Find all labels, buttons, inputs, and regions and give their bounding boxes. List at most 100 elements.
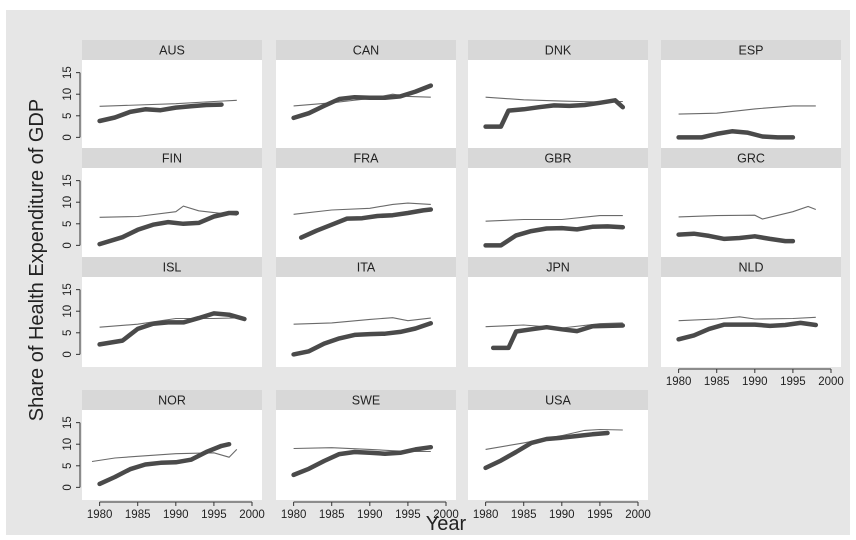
series-line-thick [483,224,626,248]
x-tick-label: 1985 [125,509,151,521]
x-tick-label: 1985 [704,376,730,388]
series-line-thick [676,320,819,342]
panel-jpn: JPN [468,257,648,367]
series-line-thin [99,317,245,328]
panel-body [82,410,262,500]
panel-title: DNK [545,44,572,58]
x-axis: 1980 1985 1990 1995 2000 [87,501,265,521]
y-tick-label: 5 [62,221,74,227]
x-tick-label: 1980 [87,509,113,521]
y-axis-title: Share of Health Expenditure of GDP [26,99,48,421]
series-line-thick [97,102,224,124]
x-axis: 1980 1985 1990 1995 2000 [473,501,651,521]
y-tick-label: 10 [62,438,74,451]
x-tick-label: 1990 [163,509,189,521]
panel-title: ITA [357,261,376,275]
x-tick-label: 2000 [625,509,651,521]
panel-header [276,390,456,410]
panel-title: USA [545,394,571,408]
panel-body [661,277,841,367]
series-line-thin [678,316,816,322]
panel-grc: GRC [661,148,841,258]
x-tick-label: 1990 [549,509,575,521]
series-line-thick [298,207,434,240]
series-line-thick [676,129,796,140]
panel-header [468,40,648,60]
panel-nld: NLD 1980 1985 1990 1995 2000 [661,257,844,388]
y-tick-label: 5 [62,330,74,336]
x-tick-label: 1980 [666,376,692,388]
panel-header [468,148,648,168]
y-tick-label: 15 [62,283,74,296]
panel-header [276,257,456,277]
panel-title: NLD [738,261,763,275]
series-line-thick [97,311,247,347]
series-line-thick [97,210,240,247]
x-axis: 1980 1985 1990 1995 2000 [666,368,844,388]
panel-header [82,148,262,168]
series-line-thick [483,430,610,471]
series-line-thin [99,205,237,218]
panel-title: ESP [738,44,763,58]
panel-title: JPN [546,261,570,275]
y-tick-label: 5 [62,113,74,119]
x-axis-title: Year [426,513,467,535]
panel-title: NOR [158,394,186,408]
panel-body [468,410,648,500]
panel-title: GBR [544,152,571,166]
panel-body [468,168,648,258]
panel-aus: AUS 0 5 10 15 [62,40,262,150]
series-line-thick [97,441,232,487]
panel-header [82,257,262,277]
panel-esp: ESP [661,40,841,150]
panel-header [661,257,841,277]
panel-header [276,148,456,168]
y-axis: 0 5 10 15 [62,174,81,249]
series-line-thin [293,202,431,215]
panel-body [661,168,841,258]
panel-usa: USA 1980 1985 1990 1995 2000 [468,390,651,521]
panel-header [82,40,262,60]
panel-header [468,390,648,410]
x-tick-label: 1980 [473,509,499,521]
series-line-thick [490,323,626,351]
panel-title: FIN [162,152,182,166]
panel-header [661,148,841,168]
panel-title: GRC [737,152,765,166]
x-tick-label: 1995 [395,509,421,521]
panel-body [82,60,262,150]
panel-dnk: DNK [468,40,648,150]
panel-nor: NOR 0 5 10 15 1980 1985 1990 1995 2000 [62,390,265,521]
panel-title: SWE [352,394,380,408]
x-tick-label: 2000 [433,509,459,521]
x-tick-label: 2000 [818,376,844,388]
panel-header [468,257,648,277]
x-tick-label: 1990 [357,509,383,521]
panel-header [82,390,262,410]
panel-header [661,40,841,60]
series-line-thin [485,215,623,222]
panels-group: AUS 0 5 10 15 CAN DNK ESP FIN 0 5 10 15 FRA GBR GRC ISL 0… [62,40,844,521]
y-tick-label: 0 [62,351,74,357]
y-tick-label: 0 [62,134,74,140]
y-tick-label: 15 [62,416,74,429]
x-tick-label: 1980 [281,509,307,521]
x-tick-label: 1995 [587,509,613,521]
series-line-thin [678,205,816,220]
y-tick-label: 5 [62,463,74,469]
panel-fin: FIN 0 5 10 15 [62,148,262,258]
series-line-thick [291,321,434,357]
series-line-thin [485,428,623,450]
y-axis: 0 5 10 15 [62,66,81,141]
series-line-thin [91,449,238,463]
series-line-thick [483,98,626,129]
x-tick-label: 1990 [742,376,768,388]
panel-body [468,277,648,367]
panel-fra: FRA [276,148,456,258]
series-line-thick [291,444,434,478]
x-tick-label: 1995 [780,376,806,388]
panel-can: CAN [276,40,456,150]
panel-title: AUS [159,44,185,58]
y-tick-label: 10 [62,196,74,209]
